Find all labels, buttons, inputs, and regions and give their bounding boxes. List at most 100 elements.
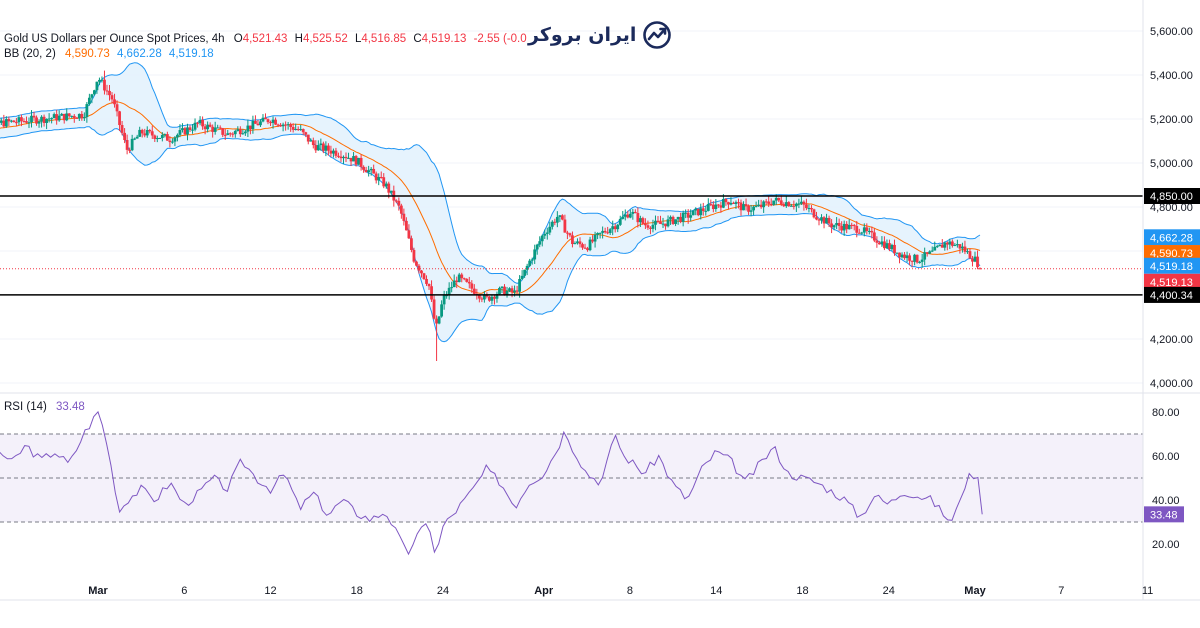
rsi-legend: RSI (14) 33.48 [4, 401, 85, 413]
candle-body [314, 145, 318, 151]
candle-body [784, 202, 788, 207]
candle-body [80, 113, 84, 119]
candle-body [601, 230, 605, 233]
candle-body [847, 224, 851, 230]
candle-body [495, 294, 499, 299]
bollinger-legend: BB (20, 2) 4,590.73 4,662.28 4,519.18 [4, 48, 214, 60]
candle-body [100, 79, 104, 81]
candle-body [558, 215, 562, 217]
candle-body [900, 254, 904, 258]
candle-body [908, 255, 911, 261]
candle-body [55, 114, 59, 121]
candle-body [216, 127, 220, 129]
candle-body [415, 261, 418, 266]
time-tick-label: Mar [88, 585, 108, 597]
candle-body [191, 129, 194, 131]
candle-body [120, 125, 124, 133]
candle-body [674, 219, 677, 224]
candle-body [67, 113, 71, 117]
time-axis[interactable]: Mar 6 12 18 24 Apr 8 14 18 24 May 7 11 [88, 585, 1153, 597]
candle-body [545, 232, 549, 234]
resistance-price-label-text: 4,850.00 [1150, 191, 1193, 203]
time-tick-label: 11 [1142, 585, 1153, 597]
bb-lower-value: 4,519.18 [168, 48, 214, 60]
candle-body [850, 224, 854, 226]
candle-body [420, 270, 423, 274]
candle-body [553, 221, 557, 223]
candle-body [656, 220, 660, 222]
candle-body [893, 244, 896, 254]
candle-body [143, 133, 147, 136]
candle-body [742, 204, 745, 211]
candle-body [369, 168, 373, 171]
candle-body [649, 227, 652, 229]
rsi-label: RSI (14) [4, 401, 47, 413]
candle-body [875, 240, 879, 243]
candle-body [178, 130, 182, 135]
candle-body [633, 211, 637, 214]
candle-body [289, 124, 293, 128]
resistance-price-label-bg [1144, 188, 1200, 204]
candle-body [299, 129, 303, 131]
candle-body [950, 241, 954, 246]
brand-logo: ایران بروکر [528, 20, 672, 50]
candle-body [566, 232, 569, 234]
candle-body [603, 230, 607, 233]
candle-body [379, 176, 383, 178]
candle-body [696, 208, 700, 216]
candle-body [32, 115, 36, 118]
candle-body [638, 218, 642, 223]
candle-body [430, 286, 433, 300]
candle-body [113, 99, 116, 105]
candle-body [47, 118, 51, 120]
candle-body [286, 124, 290, 126]
candle-body [857, 232, 861, 234]
candle-body [482, 294, 486, 300]
candle-body [60, 113, 64, 116]
candle-body [767, 201, 771, 204]
candle-body [560, 215, 564, 220]
price-axis[interactable]: 4,000.004,200.004,400.004,600.004,800.00… [1150, 26, 1193, 390]
candle-body [581, 244, 584, 248]
candle-body [435, 318, 438, 324]
candle-body [440, 304, 444, 317]
candle-body [689, 215, 693, 218]
candle-body [716, 204, 720, 206]
candle-body [920, 259, 924, 262]
candle-body [402, 213, 406, 221]
candle-body [145, 130, 149, 136]
current-price-label-text: 4,519.13 [1150, 277, 1193, 289]
candle-body [543, 233, 547, 236]
candle-body [236, 129, 240, 131]
candle-body [72, 115, 76, 118]
candle-body [7, 119, 11, 122]
rsi-pane[interactable] [0, 410, 1143, 556]
candle-body [457, 274, 461, 283]
candle-body [354, 156, 358, 165]
price-pane[interactable] [0, 30, 1143, 384]
candle-body [460, 274, 464, 279]
candle-body [20, 117, 23, 121]
candle-body [961, 246, 964, 249]
candle-body [918, 261, 922, 263]
candle-body [520, 275, 524, 280]
time-tick-label: 18 [351, 585, 363, 597]
time-tick-label: 24 [437, 585, 449, 597]
candle-body [528, 260, 532, 266]
candle-body [319, 143, 323, 146]
candle-body [42, 116, 46, 123]
ohlc-close-value: 4,519.13 [421, 33, 467, 45]
rsi-axis[interactable]: 20.00 40.00 60.00 80.00 [1152, 407, 1180, 551]
candle-body [82, 117, 86, 119]
candle-body [709, 204, 713, 206]
candle-body [935, 246, 939, 248]
candle-body [442, 295, 446, 305]
candle-body [769, 203, 773, 205]
candle-body [206, 124, 210, 130]
candle-body [233, 130, 237, 135]
candle-body [85, 104, 89, 118]
candle-body [12, 120, 16, 123]
candle-body [467, 281, 471, 284]
candle-body [807, 207, 811, 209]
